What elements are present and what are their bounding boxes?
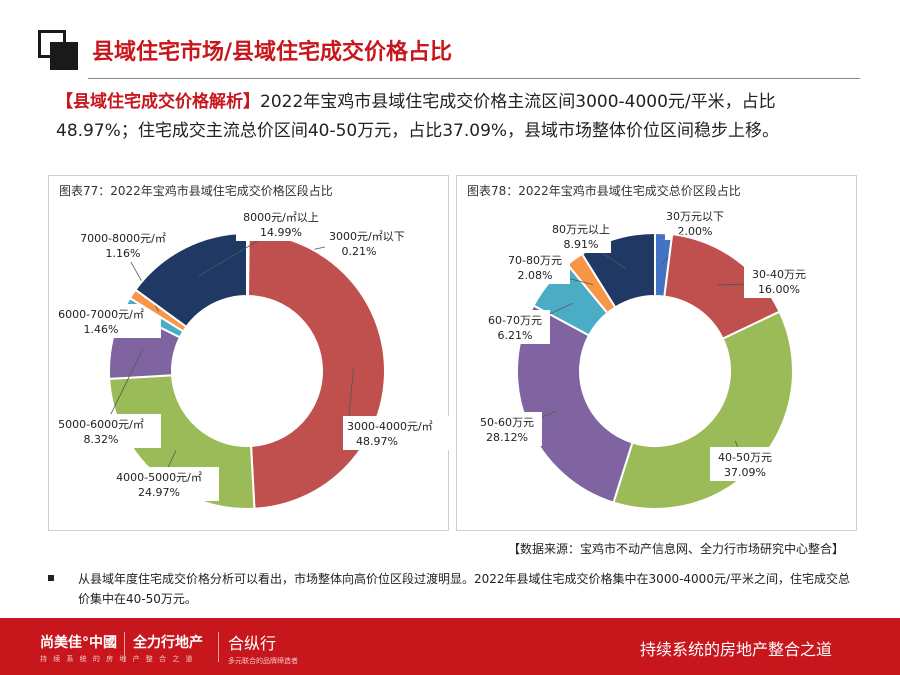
label-box: [480, 310, 550, 344]
slice-value: 8.91%: [564, 238, 599, 251]
label-box: [744, 264, 814, 298]
label-box: [325, 226, 415, 260]
slice-value: 0.21%: [342, 245, 377, 258]
slice-label: 80万元以上: [552, 223, 610, 236]
chart-price-unit: 图表77：2022年宝鸡市县域住宅成交价格区段占比 3000元/㎡以下 0.21%…: [48, 175, 450, 531]
footer-slogan: 持续系统的房地产整合之道: [640, 640, 833, 659]
brand-logo-quanlixing: 全力行地产: [133, 635, 203, 651]
slice-value: 48.97%: [356, 435, 398, 448]
analysis-paragraph: 【县域住宅成交价格解析】2022年宝鸡市县域住宅成交价格主流区间3000-400…: [56, 88, 856, 146]
analysis-tag: 【县域住宅成交价格解析】: [56, 92, 260, 112]
label-box: [99, 467, 219, 501]
brand-logo-hezongxing: 合纵行: [228, 634, 277, 653]
slice-label: 3000-4000元/㎡: [347, 420, 433, 433]
donut-slice: [246, 231, 386, 510]
label-box: [551, 219, 611, 253]
slice-value: 8.32%: [84, 433, 119, 446]
slice-value: 14.99%: [260, 226, 302, 239]
footer-divider: [124, 632, 125, 662]
analysis-text: 2022年宝鸡市县域住宅成交价格主流区间3000-4000元/平米，占比48.9…: [56, 92, 780, 141]
brand-tagline: 持 续 系 统 的 房 地 产 整 合 之 道: [40, 655, 195, 663]
chart-total-price: 图表78：2022年宝鸡市县域住宅成交总价区段占比 30万元以下 2.00% 30-…: [456, 175, 857, 531]
slice-value: 24.97%: [138, 486, 180, 499]
data-source: 【数据来源：宝鸡市不动产信息网、全力行市场研究中心整合】: [508, 542, 845, 556]
footer-divider: [218, 632, 219, 662]
slice-value: 16.00%: [758, 283, 800, 296]
label-box: [236, 207, 326, 241]
title-divider: [88, 78, 860, 79]
summary-note: 从县域年度住宅成交价格分析可以看出，市场整体向高价位区段过渡明显。2022年县域…: [78, 572, 850, 606]
slice-label: 5000-6000元/㎡: [58, 418, 144, 431]
slice-value: 28.12%: [486, 431, 528, 444]
label-box: [49, 414, 161, 448]
slice-value: 2.08%: [518, 269, 553, 282]
footer-bar: 尚美佳°中國 持 续 系 统 的 房 地 产 整 合 之 道 全力行地产 合纵行…: [0, 618, 900, 675]
donut-chart-svg: 30万元以下 2.00% 30-40万元 16.00% 40-50万元 37.09% 50-…: [472, 206, 814, 510]
slice-label: 60-70万元: [488, 314, 542, 327]
slice-label: 30万元以下: [666, 210, 724, 223]
chart-title: 图表78：2022年宝鸡市县域住宅成交总价区段占比: [467, 184, 741, 198]
slice-label: 8000元/㎡以上: [243, 211, 319, 224]
label-box: [472, 412, 542, 446]
label-box: [343, 416, 450, 450]
donut-chart-svg: 3000元/㎡以下 0.21% 3000-4000元/㎡ 48.97% 4000-500…: [49, 207, 450, 510]
label-box: [63, 228, 183, 262]
slice-value: 6.21%: [498, 329, 533, 342]
slice-label: 3000元/㎡以下: [329, 230, 405, 243]
label-box: [500, 250, 570, 284]
slice-label: 30-40万元: [752, 268, 806, 281]
bullet-icon: [48, 575, 54, 581]
brand-logo-shangmeijia: 尚美佳°中國: [40, 635, 117, 651]
slice-value: 1.46%: [84, 323, 119, 336]
slice-label: 40-50万元: [718, 451, 772, 464]
title-square-icon: [38, 30, 78, 70]
slice-label: 6000-7000元/㎡: [58, 308, 144, 321]
slice-label: 7000-8000元/㎡: [80, 232, 166, 245]
slice-value: 1.16%: [106, 247, 141, 260]
slice-label: 70-80万元: [508, 254, 562, 267]
slice-value: 2.00%: [678, 225, 713, 238]
label-box: [710, 447, 780, 481]
label-box: [49, 304, 161, 338]
chart-title: 图表77：2022年宝鸡市县域住宅成交价格区段占比: [59, 184, 333, 198]
page-title: 县域住宅市场/县域住宅成交价格占比: [92, 40, 453, 65]
slice-value: 37.09%: [724, 466, 766, 479]
slice-label: 50-60万元: [480, 416, 534, 429]
brand-tagline: 多元联合的品牌缔造者: [228, 657, 298, 665]
slice-label: 4000-5000元/㎡: [116, 471, 202, 484]
